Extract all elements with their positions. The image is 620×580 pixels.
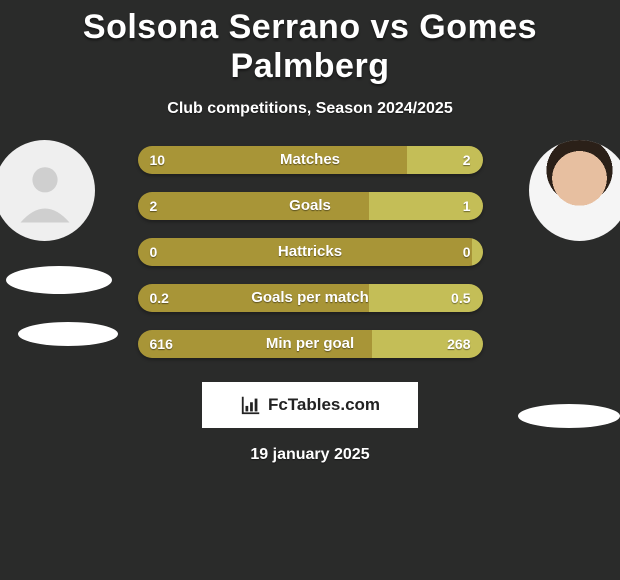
metric-row-gpm: 0.20.5Goals per match [138, 284, 483, 312]
metric-row-matches: 102Matches [138, 146, 483, 174]
player-right-club-placeholder [518, 404, 620, 428]
chart-icon [240, 394, 262, 416]
snapshot-date: 19 january 2025 [0, 446, 620, 464]
metric-label: Min per goal [138, 330, 483, 358]
player-right-avatar [529, 140, 620, 241]
comparison-panel: 102Matches 21Goals 00Hattricks 0.20.5Goals … [0, 146, 620, 464]
metric-row-mpg: 616268Min per goal [138, 330, 483, 358]
player-left-avatar [0, 140, 95, 241]
player-photo-icon [529, 140, 620, 241]
comparison-bars: 102Matches 21Goals 00Hattricks 0.20.5Goals … [138, 146, 483, 358]
player-left-club-placeholder [18, 322, 118, 346]
brand-text: FcTables.com [268, 395, 380, 415]
metric-label: Goals per match [138, 284, 483, 312]
subtitle: Club competitions, Season 2024/2025 [0, 100, 620, 118]
metric-label: Matches [138, 146, 483, 174]
page-title: Solsona Serrano vs Gomes Palmberg [0, 0, 620, 86]
metric-label: Hattricks [138, 238, 483, 266]
metric-row-hattricks: 00Hattricks [138, 238, 483, 266]
player-left-flag-placeholder [6, 266, 112, 294]
person-placeholder-icon [10, 156, 80, 226]
metric-label: Goals [138, 192, 483, 220]
metric-row-goals: 21Goals [138, 192, 483, 220]
brand-badge: FcTables.com [202, 382, 418, 428]
